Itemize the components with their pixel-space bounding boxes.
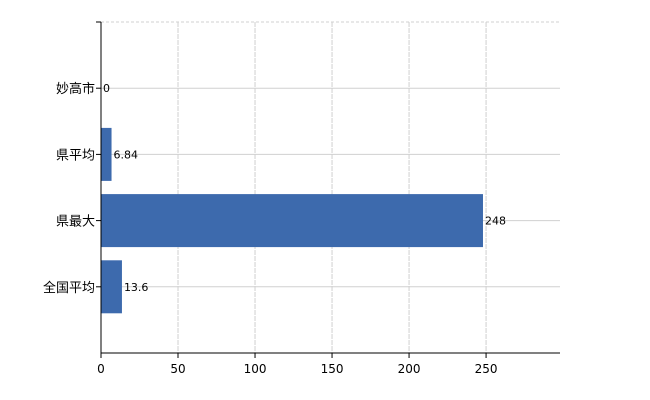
x-tick-label: 250 <box>475 362 498 376</box>
x-tick-label: 200 <box>398 362 421 376</box>
category-label: 県平均 <box>56 148 95 163</box>
data-label: 13.6 <box>124 281 149 294</box>
bar-2 <box>101 194 483 248</box>
bar-1 <box>101 127 112 181</box>
x-tick-label: 50 <box>170 362 185 376</box>
category-label: 全国平均 <box>43 280 95 296</box>
category-label: 県最大 <box>56 215 95 230</box>
x-tick-label: 100 <box>244 362 267 376</box>
category-label: 妙高市 <box>56 81 95 97</box>
bar-3 <box>101 260 122 314</box>
data-label: 248 <box>485 215 506 228</box>
data-label: 6.84 <box>114 148 138 161</box>
x-tick-label: 150 <box>321 362 344 376</box>
data-label: 0 <box>103 82 110 95</box>
x-tick-label: 0 <box>97 362 105 376</box>
